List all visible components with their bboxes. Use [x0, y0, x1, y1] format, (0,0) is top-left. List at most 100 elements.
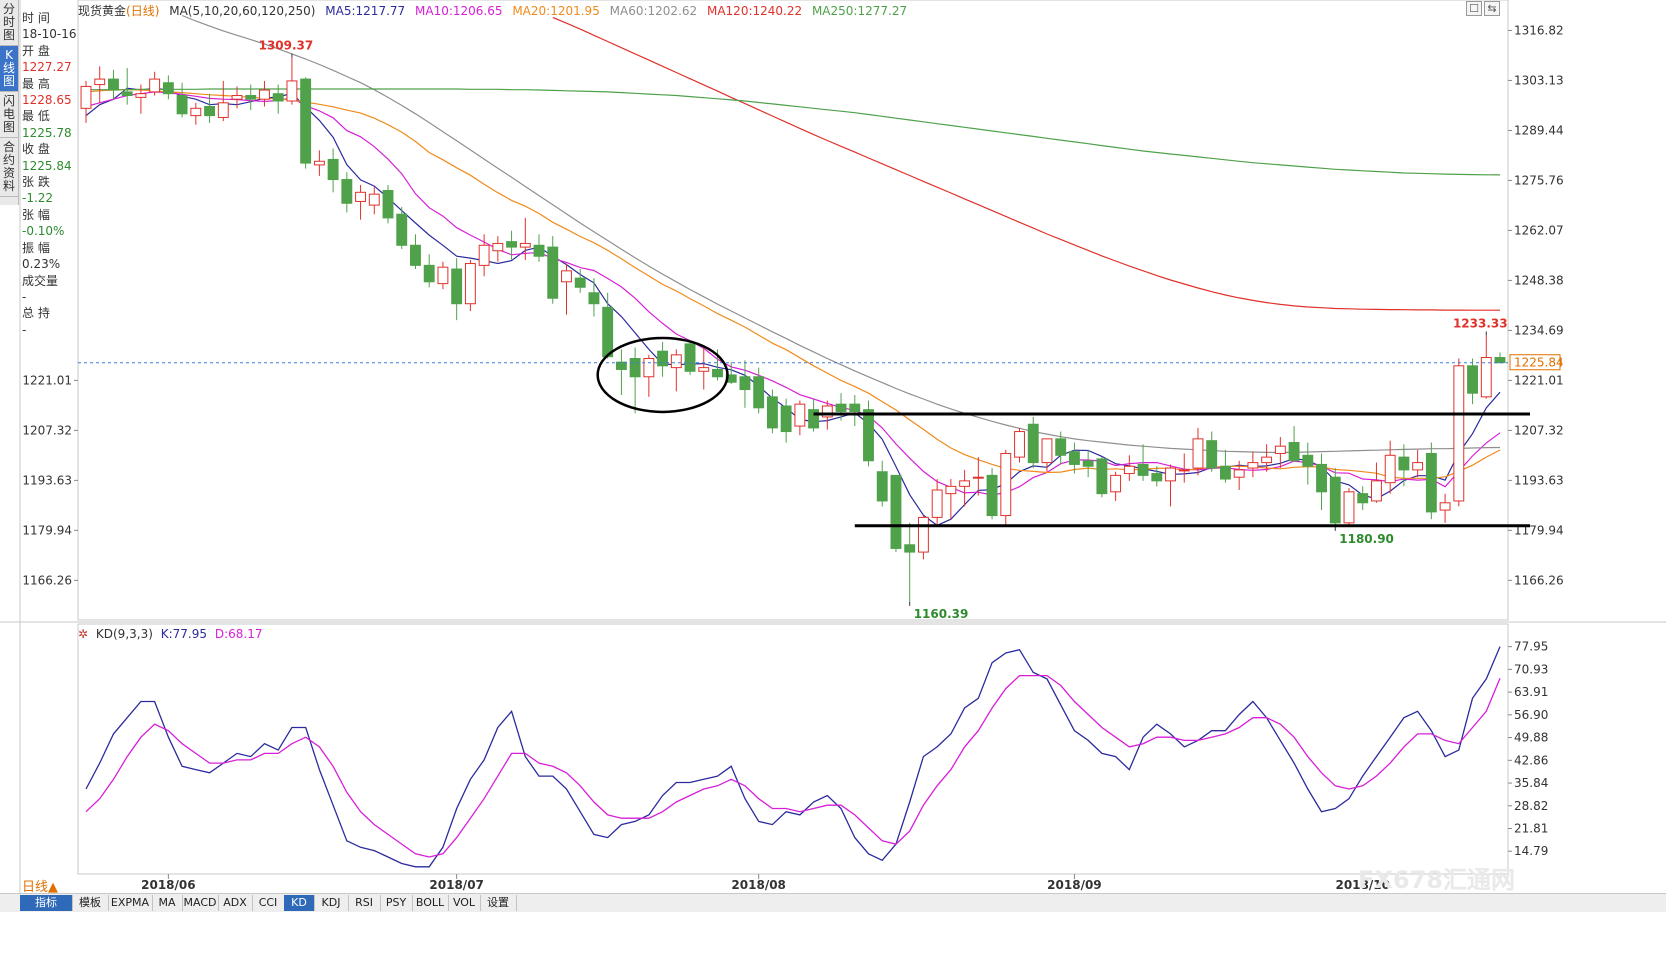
low-label: 最 低: [22, 109, 50, 124]
top-icons: ☐ ⇆: [1464, 1, 1500, 16]
date-tick-label: 2018/08: [731, 878, 785, 892]
candle-body: [1027, 423, 1039, 464]
ma-line-ma250: [86, 88, 1501, 176]
open-interest-label: 总 持: [22, 306, 50, 321]
amplitude-value: 0.23%: [22, 257, 61, 272]
candle-body: [1412, 462, 1424, 471]
indicator-tab-macd[interactable]: MACD: [182, 895, 219, 911]
candle-body: [1178, 469, 1190, 472]
indicator-tab-rsi[interactable]: RSI: [348, 895, 381, 911]
open-value: 1227.27: [22, 60, 72, 75]
chart-canvas[interactable]: 1316.82 1303.13 1289.44 1275.76 1262.07 1248.…: [0, 0, 1666, 893]
candle-body: [1357, 493, 1369, 504]
indicator-tab-psy[interactable]: PSY: [380, 895, 413, 911]
ma10-value: MA10:1206.65: [415, 4, 503, 18]
candle-body: [1425, 452, 1437, 513]
price-tick-label: 1303.13: [1514, 73, 1564, 87]
low-value: 1225.78: [22, 125, 72, 140]
indicator-tab-boll[interactable]: BOLL: [412, 895, 449, 911]
candle-body: [533, 244, 545, 257]
high-label: 最 高: [22, 76, 50, 91]
candle-body: [451, 268, 463, 305]
candle-body: [794, 403, 806, 427]
kd-tick-label: 49.88: [1514, 731, 1548, 745]
candle-body: [506, 241, 518, 248]
ma60-value: MA60:1202.62: [609, 4, 698, 18]
candle-body: [670, 354, 682, 369]
candle-body: [1137, 463, 1149, 476]
candle-body: [1206, 440, 1218, 469]
candle-body: [547, 246, 559, 299]
side-tab-0[interactable]: 分时图: [0, 0, 18, 46]
candle-body: [1110, 474, 1122, 493]
candle-body: [245, 95, 257, 100]
candle-body: [931, 489, 943, 518]
candle-body: [355, 191, 367, 202]
indicator-tab-kdj[interactable]: KDJ: [314, 895, 349, 911]
candle-body: [1082, 460, 1094, 467]
kd-pane-frame: [77, 623, 1509, 875]
candle-body: [1014, 431, 1025, 458]
change-value: -1.22: [22, 191, 54, 206]
time-value: 18-10-16: [22, 27, 77, 42]
price-tick-label: 1234.69: [1514, 323, 1564, 337]
side-tab-2[interactable]: 闪电图: [0, 92, 18, 138]
candle-body: [1467, 365, 1478, 394]
candle-body: [766, 396, 778, 429]
candle-body: [972, 476, 984, 479]
candle-body: [1316, 463, 1327, 493]
candle-body: [1055, 438, 1067, 456]
candle-body: [986, 474, 998, 517]
kd-tick-label: 56.90: [1514, 708, 1548, 722]
candle-body: [313, 160, 325, 166]
indicator-tab-vol[interactable]: VOL: [448, 895, 481, 911]
candle-body: [478, 244, 490, 266]
candle-body: [1371, 480, 1382, 502]
period-button[interactable]: 日线▲: [22, 880, 58, 895]
indicator-tab-设置[interactable]: 设置: [480, 895, 517, 911]
candle-body: [1480, 357, 1492, 398]
gear-icon[interactable]: ✲: [78, 627, 89, 641]
k-value: K:77.95: [160, 627, 207, 641]
candle-body: [327, 158, 339, 181]
candle-body: [149, 78, 161, 93]
candle-body: [780, 405, 792, 433]
volume-label: 成交量: [22, 273, 59, 288]
candle-body: [1453, 365, 1465, 502]
candle-body: [574, 277, 586, 288]
candle-body: [162, 82, 174, 95]
indicator-tab-expma[interactable]: EXPMA: [108, 895, 153, 911]
candle-body: [863, 409, 874, 462]
window-icon[interactable]: ☐: [1466, 1, 1482, 16]
candle-body: [959, 480, 971, 487]
indicator-tab-cci[interactable]: CCI: [252, 895, 285, 911]
ma-params[interactable]: MA(5,10,20,60,120,250): [169, 4, 316, 18]
candle-body: [259, 89, 270, 100]
price-tick-label: 1316.82: [1514, 23, 1564, 37]
candle-body: [217, 102, 229, 118]
date-tick-label: 2018/06: [141, 878, 195, 892]
candle-body: [808, 409, 820, 429]
change-pct-value: -0.10%: [22, 224, 65, 239]
candle-body: [1192, 438, 1204, 469]
indicator-tab-kd[interactable]: KD: [284, 895, 315, 911]
date-tick-label: 2018/07: [429, 878, 483, 892]
indicator-tab-ma[interactable]: MA: [152, 895, 183, 911]
kd-params[interactable]: KD(9,3,3): [95, 627, 153, 641]
candle-body: [272, 93, 284, 102]
ma-line-ma10: [85, 91, 1501, 496]
candle-body: [1494, 357, 1506, 364]
candle-body: [1288, 442, 1300, 462]
indicator-tab-指标[interactable]: 指标: [20, 895, 73, 911]
instrument-name: 现货黄金: [78, 4, 127, 18]
side-tab-3[interactable]: 合约资料: [0, 138, 18, 197]
indicator-tab-adx[interactable]: ADX: [218, 895, 253, 911]
ma20-value: MA20:1201.95: [512, 4, 600, 18]
price-tick-label-left: 1193.63: [22, 473, 72, 487]
arrows-icon[interactable]: ⇆: [1484, 1, 1500, 16]
indicator-tab-模板[interactable]: 模板: [72, 895, 109, 911]
ma-line-ma5: [85, 87, 1501, 527]
candle-body: [396, 213, 408, 246]
price-tick-label-left: 1166.26: [22, 573, 72, 587]
